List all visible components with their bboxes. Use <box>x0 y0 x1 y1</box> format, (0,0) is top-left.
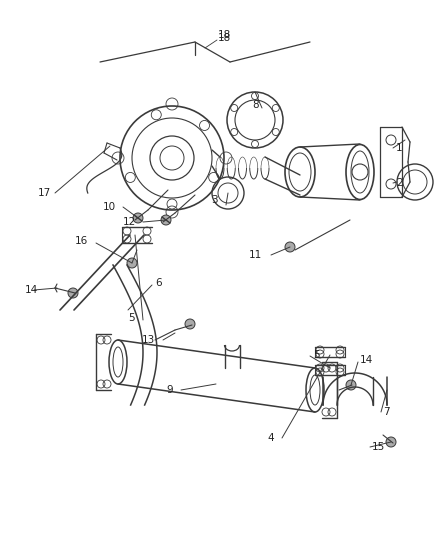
Text: 7: 7 <box>383 407 390 417</box>
Circle shape <box>127 258 137 268</box>
Text: 5: 5 <box>313 350 320 360</box>
Text: 18: 18 <box>218 30 231 40</box>
Circle shape <box>68 288 78 298</box>
Text: 2: 2 <box>396 178 403 188</box>
Text: 10: 10 <box>103 202 116 212</box>
Text: 18: 18 <box>218 33 231 43</box>
Text: 3: 3 <box>212 195 218 205</box>
Circle shape <box>346 380 356 390</box>
Text: 15: 15 <box>372 442 385 452</box>
Text: 16: 16 <box>75 236 88 246</box>
Circle shape <box>185 319 195 329</box>
Circle shape <box>133 213 143 223</box>
Circle shape <box>386 437 396 447</box>
Text: 8: 8 <box>252 100 258 110</box>
Circle shape <box>161 215 171 225</box>
Text: 14: 14 <box>360 355 373 365</box>
Text: 5: 5 <box>128 313 135 323</box>
Circle shape <box>285 242 295 252</box>
Text: 13: 13 <box>142 335 155 345</box>
Text: 1: 1 <box>396 143 403 153</box>
Text: 14: 14 <box>25 285 38 295</box>
Text: 9: 9 <box>166 385 173 395</box>
Text: 6: 6 <box>155 278 162 288</box>
Text: 4: 4 <box>267 433 274 443</box>
Text: 17: 17 <box>38 188 51 198</box>
Text: 12: 12 <box>123 217 136 227</box>
Text: 11: 11 <box>249 250 262 260</box>
